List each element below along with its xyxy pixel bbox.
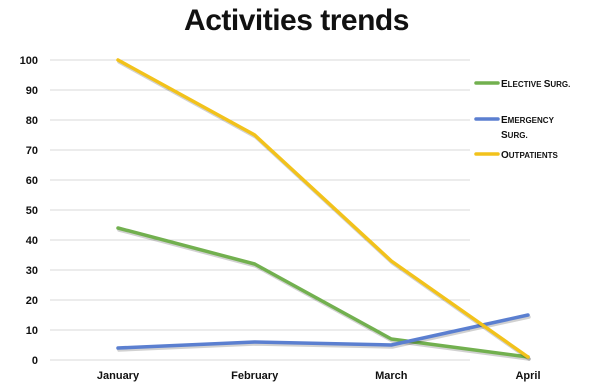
y-tick-label-10: 10 (26, 325, 38, 337)
x-tick-label-january: January (97, 370, 140, 382)
data-point-emergency-surg-1 (253, 340, 257, 344)
legend-label-outpatients: OUTPATIENTS (501, 150, 558, 161)
y-tick-label-100: 100 (20, 55, 38, 67)
y-tick-label-20: 20 (26, 295, 38, 307)
series-line-outpatients (116, 58, 530, 359)
data-point-emergency-surg-3 (526, 313, 530, 317)
data-point-emergency-surg-2 (389, 343, 393, 347)
x-tick-label-february: February (231, 370, 279, 382)
series-line-shadow-emergency-surg (117, 315, 531, 352)
y-tick-label-90: 90 (26, 85, 38, 97)
data-point-outpatients-0 (116, 58, 120, 62)
y-tick-label-50: 50 (26, 205, 38, 217)
data-point-emergency-surg-0 (116, 346, 120, 350)
series-line-emergency-surg (116, 313, 530, 350)
y-tick-label-30: 30 (26, 265, 38, 277)
y-tick-label-60: 60 (26, 175, 38, 187)
y-tick-label-0: 0 (32, 355, 38, 367)
y-tick-label-40: 40 (26, 235, 38, 247)
x-tick-label-march: March (375, 370, 408, 382)
gridlines (50, 59, 470, 361)
legend-label-emergency-surg-0: EMERGENCY (501, 115, 555, 126)
data-point-elective-surg-1 (253, 262, 257, 266)
data-point-outpatients-1 (253, 133, 257, 137)
legend-label-emergency-surg-1: SURG. (501, 130, 528, 141)
y-tick-label-80: 80 (26, 115, 38, 127)
series-line-shadow-elective-surg (117, 228, 531, 361)
data-point-elective-surg-2 (389, 337, 393, 341)
legend-label-elective-surg: ELECTIVE SURG. (501, 79, 570, 90)
data-point-outpatients-3 (526, 355, 530, 359)
series-line-elective-surg (116, 226, 530, 359)
chart-title: Activities trends (184, 4, 409, 37)
data-point-elective-surg-0 (116, 226, 120, 230)
x-tick-label-april: April (515, 370, 540, 382)
data-point-outpatients-2 (389, 259, 393, 263)
y-tick-label-70: 70 (26, 145, 38, 157)
legend: ELECTIVE SURG. EMERGENCY SURG. OUTPATIENTS (474, 79, 570, 161)
